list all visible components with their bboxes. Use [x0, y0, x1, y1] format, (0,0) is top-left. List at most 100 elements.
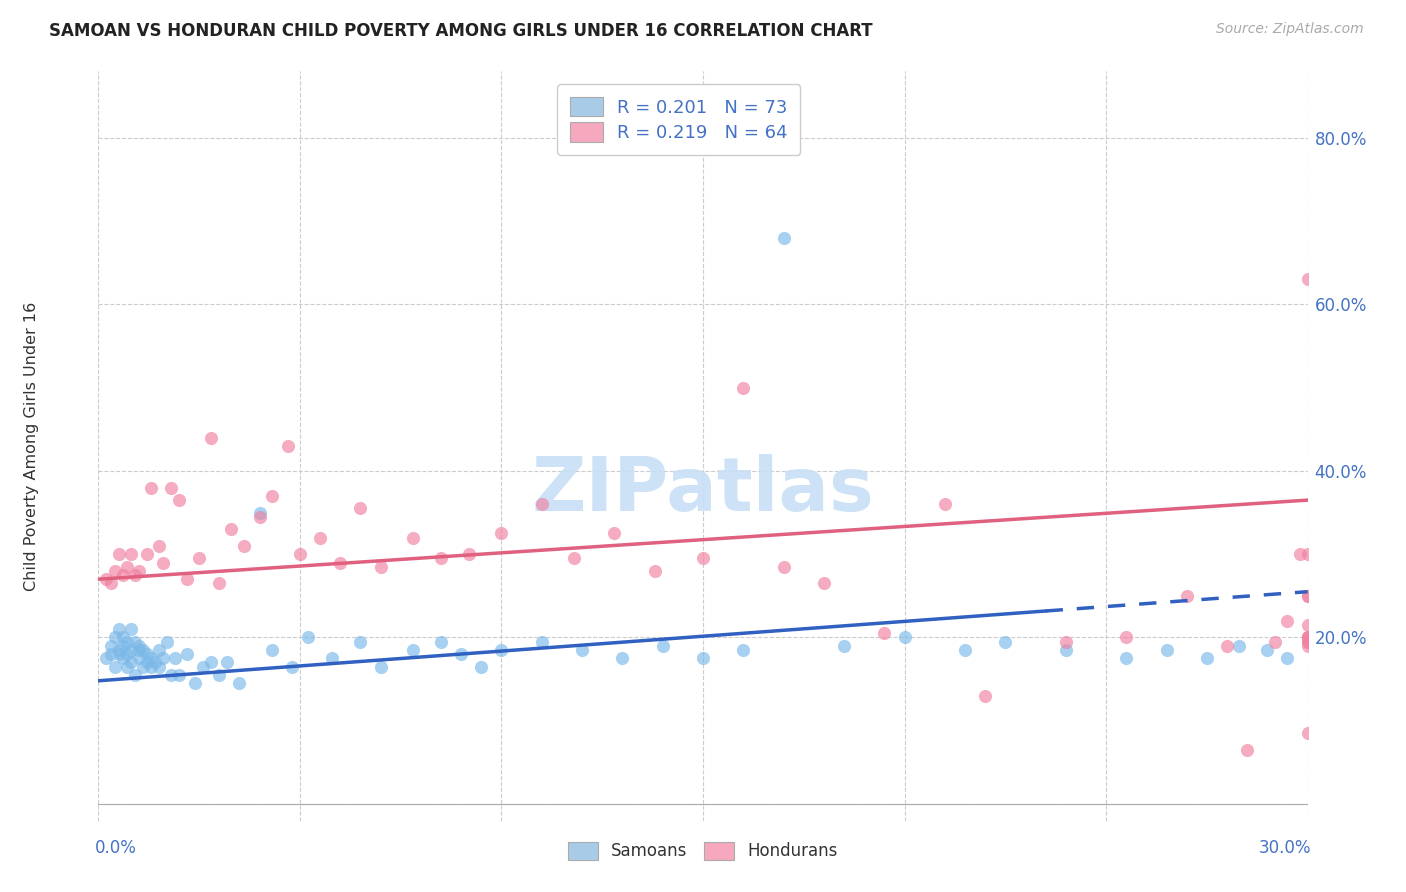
- Legend: Samoans, Hondurans: Samoans, Hondurans: [560, 833, 846, 869]
- Point: [277, 439, 299, 453]
- Point: [160, 668, 183, 682]
- Point: [370, 559, 392, 574]
- Point: [1256, 643, 1278, 657]
- Point: [111, 639, 134, 653]
- Point: [692, 651, 714, 665]
- Text: ZIPatlas: ZIPatlas: [531, 454, 875, 527]
- Point: [115, 659, 138, 673]
- Point: [132, 643, 155, 657]
- Text: Child Poverty Among Girls Under 16: Child Poverty Among Girls Under 16: [24, 301, 39, 591]
- Point: [813, 576, 835, 591]
- Point: [139, 659, 162, 673]
- Point: [1296, 634, 1319, 648]
- Point: [1156, 643, 1178, 657]
- Point: [1175, 589, 1198, 603]
- Point: [152, 651, 174, 665]
- Point: [156, 634, 179, 648]
- Point: [217, 656, 239, 670]
- Point: [329, 556, 352, 570]
- Point: [111, 568, 134, 582]
- Point: [1296, 634, 1319, 648]
- Point: [571, 643, 593, 657]
- Point: [1115, 651, 1137, 665]
- Point: [1277, 614, 1299, 628]
- Point: [139, 651, 162, 665]
- Point: [402, 531, 425, 545]
- Point: [148, 539, 170, 553]
- Point: [772, 231, 794, 245]
- Point: [260, 489, 283, 503]
- Text: 0.0%: 0.0%: [94, 839, 136, 857]
- Point: [103, 659, 125, 673]
- Point: [111, 631, 134, 645]
- Point: [103, 564, 125, 578]
- Point: [163, 651, 186, 665]
- Point: [1296, 631, 1319, 645]
- Point: [733, 381, 755, 395]
- Point: [562, 551, 585, 566]
- Point: [1115, 631, 1137, 645]
- Point: [120, 643, 142, 657]
- Point: [1054, 634, 1077, 648]
- Point: [1227, 639, 1250, 653]
- Point: [1264, 634, 1286, 648]
- Point: [152, 556, 174, 570]
- Point: [450, 647, 472, 661]
- Point: [349, 501, 371, 516]
- Point: [288, 547, 311, 561]
- Point: [148, 643, 170, 657]
- Point: [644, 564, 666, 578]
- Point: [232, 539, 254, 553]
- Point: [128, 639, 150, 653]
- Point: [100, 639, 122, 653]
- Point: [1296, 547, 1319, 561]
- Point: [221, 522, 243, 536]
- Point: [100, 576, 122, 591]
- Point: [132, 659, 155, 673]
- Point: [733, 643, 755, 657]
- Point: [1296, 726, 1319, 740]
- Point: [651, 639, 673, 653]
- Point: [120, 547, 142, 561]
- Point: [249, 509, 271, 524]
- Point: [530, 497, 553, 511]
- Point: [208, 576, 231, 591]
- Point: [249, 506, 271, 520]
- Point: [135, 547, 157, 561]
- Point: [193, 659, 215, 673]
- Point: [148, 659, 170, 673]
- Point: [139, 481, 162, 495]
- Point: [297, 631, 319, 645]
- Point: [349, 634, 371, 648]
- Point: [128, 643, 150, 657]
- Text: 30.0%: 30.0%: [1260, 839, 1312, 857]
- Point: [1195, 651, 1218, 665]
- Point: [124, 568, 146, 582]
- Point: [107, 643, 129, 657]
- Point: [1296, 631, 1319, 645]
- Point: [188, 551, 211, 566]
- Text: SAMOAN VS HONDURAN CHILD POVERTY AMONG GIRLS UNDER 16 CORRELATION CHART: SAMOAN VS HONDURAN CHILD POVERTY AMONG G…: [49, 22, 873, 40]
- Point: [260, 643, 283, 657]
- Point: [934, 497, 956, 511]
- Point: [1296, 589, 1319, 603]
- Point: [491, 526, 513, 541]
- Point: [143, 656, 166, 670]
- Point: [1296, 639, 1319, 653]
- Point: [103, 631, 125, 645]
- Point: [96, 651, 118, 665]
- Point: [1288, 547, 1310, 561]
- Point: [228, 676, 250, 690]
- Point: [603, 526, 626, 541]
- Point: [200, 431, 222, 445]
- Point: [321, 651, 343, 665]
- Point: [107, 622, 129, 636]
- Point: [135, 656, 157, 670]
- Point: [115, 647, 138, 661]
- Point: [107, 547, 129, 561]
- Point: [167, 493, 190, 508]
- Point: [167, 668, 190, 682]
- Point: [115, 559, 138, 574]
- Point: [1296, 618, 1319, 632]
- Point: [96, 572, 118, 586]
